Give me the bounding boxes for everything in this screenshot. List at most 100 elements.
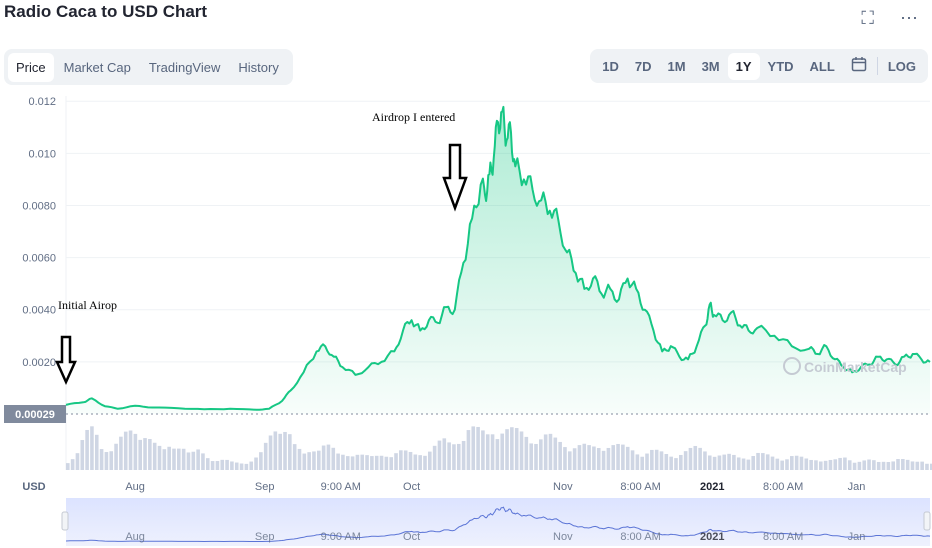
range-7d[interactable]: 7D [634,58,652,74]
range-3m[interactable]: 3M [701,58,720,74]
navigator[interactable]: Aug Sep 9:00 AM Oct Nov 8:00 AM 2021 8:00 AM Jan [61,498,931,546]
volume-bar [567,451,572,470]
volume-bar [930,463,932,470]
volume-bar [481,430,485,470]
volume-bar [316,450,321,470]
tab-history[interactable]: History [238,59,279,75]
range-1m[interactable]: 1M [667,58,686,74]
x-tick-label: 8:00 AM [620,481,660,493]
volume-bar [345,456,350,470]
volume-bar [360,454,365,470]
range-ytd[interactable]: YTD [767,58,794,74]
volume-bar [254,457,258,470]
volume-bar [99,449,104,470]
volume-bar [857,461,862,470]
volume-bar [809,459,813,470]
volume-bar [244,463,249,470]
volume-bar [732,454,736,470]
volume-bar [152,442,157,470]
volume-bar [471,426,476,470]
volume-bar [432,445,437,470]
more-icon[interactable]: ⋯ [900,8,918,28]
volume-bar [181,448,186,470]
volume-bar [234,462,239,470]
volume-bar [770,456,775,470]
volume-bar [350,456,355,470]
volume-bar [109,451,114,470]
range-1y[interactable]: 1Y [727,52,760,80]
currency-label: USD [22,481,45,493]
x-tick-label: 9:00 AM [321,481,361,493]
volume-bar [428,451,432,470]
volume-bar [818,461,823,470]
volume-bar [703,451,707,470]
volume-bar [403,450,408,470]
volume-bar [128,430,133,470]
volume-bar [741,458,746,470]
volume-bar [505,429,509,470]
volume-bar [374,455,379,470]
navigator-handle-left[interactable] [61,511,69,531]
volume-bar [761,453,765,470]
volume-bar [587,445,591,470]
volume-bar [447,442,451,470]
volume-bar [495,439,500,470]
volume-bar [384,456,389,470]
tab-tradingview[interactable]: TradingView [148,59,221,75]
volume-bar [625,446,630,470]
volume-bar [553,437,558,470]
annotation-airdrop-entered: Airdrop I entered [372,110,468,212]
volume-bar [843,457,847,470]
y-tick-label: 0.0080 [22,200,56,212]
volume-bar [379,455,384,470]
volume-bar [94,434,99,470]
volume-bar [688,447,693,470]
navigator-tick-label: 9:00 AM [321,531,361,543]
volume-bar [654,449,659,470]
volume-bar [881,461,886,470]
volume-bar [775,458,780,470]
x-tick-label: Jan [848,481,866,493]
volume-bar [630,450,635,470]
volume-bar [273,431,278,470]
volume-bar [727,453,731,470]
volume-bar [177,448,181,470]
log-toggle[interactable]: LOG [887,58,916,74]
volume-bar [138,439,143,470]
volume-bar [534,443,538,470]
range-divider [876,57,878,75]
volume-bar [794,455,799,470]
volume-bar [312,451,316,470]
navigator-handle-right[interactable] [923,511,931,531]
calendar-icon[interactable] [843,52,875,81]
range-all[interactable]: ALL [809,58,835,74]
volume-bar [172,448,176,470]
tab-market-cap[interactable]: Market Cap [63,59,131,75]
y-tick-label: 0.0040 [22,305,56,317]
fullscreen-icon[interactable]: ⛶ [861,8,874,28]
volume-bar [510,427,514,470]
volume-bar [278,433,282,470]
tab-price[interactable]: Price [8,52,54,82]
time-range-selector: 1D 7D 1M 3M 1Y YTD ALL LOG [590,49,928,83]
volume-bar [452,444,456,470]
volume-bar [751,456,756,470]
range-1d[interactable]: 1D [602,58,619,74]
volume-bar [148,439,152,470]
volume-bar [524,436,529,470]
volume-bar [577,445,582,470]
volume-bar [717,455,722,470]
volume-bar [191,451,196,470]
volume-bar [104,452,109,470]
volume-bar [905,459,910,470]
volume-bar [370,456,374,470]
volume-bar [418,455,422,470]
volume-bar [442,438,447,470]
volume-bar [640,456,644,470]
volume-bar [558,441,562,470]
x-tick-label: 8:00 AM [763,481,803,493]
volume-bar [66,463,70,470]
navigator-tick-label: Sep [255,531,275,543]
volume-bar [389,457,393,470]
